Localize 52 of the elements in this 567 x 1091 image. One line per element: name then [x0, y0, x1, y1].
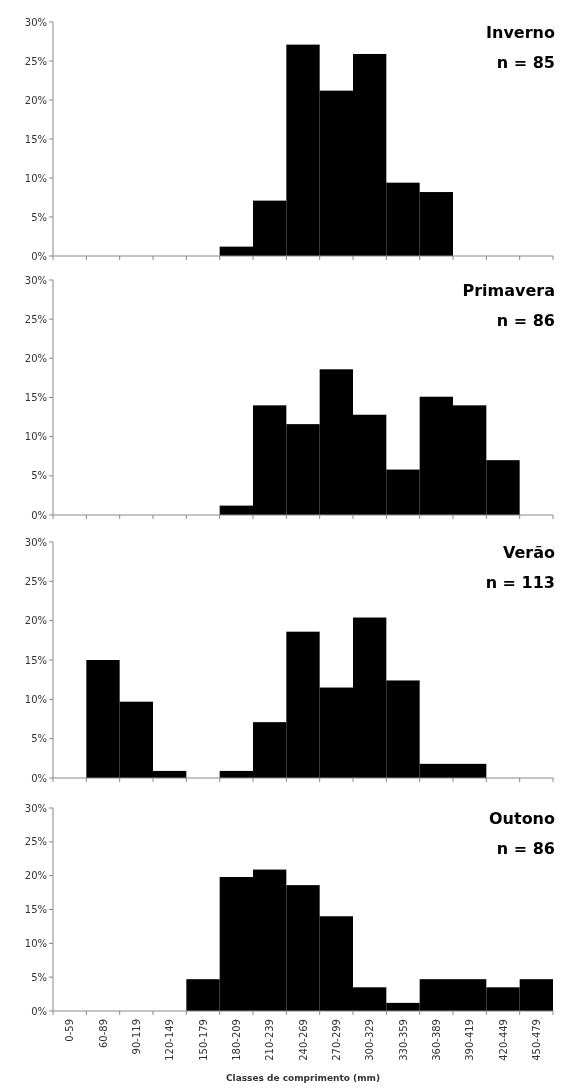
- x-tick-label: 90-119: [130, 1019, 142, 1055]
- y-tick-label: 10%: [24, 431, 47, 443]
- x-tick-label: 300-329: [364, 1019, 376, 1061]
- x-tick-label: 240-269: [297, 1019, 309, 1061]
- y-tick-label: 25%: [24, 55, 47, 67]
- y-tick-label: 25%: [24, 313, 47, 325]
- text: n = 86: [496, 839, 555, 858]
- text: n = 86: [496, 311, 555, 330]
- y-tick-label: 0%: [31, 1005, 47, 1017]
- chart-title: Verão: [502, 543, 555, 562]
- y-tick-label: 30%: [24, 16, 47, 28]
- chart-title: Outono: [488, 809, 556, 828]
- y-tick-label: 10%: [24, 937, 47, 949]
- chart-title: Inverno: [486, 23, 555, 42]
- x-tick-label: 450-479: [530, 1019, 542, 1061]
- y-tick-label: 5%: [31, 971, 47, 983]
- y-tick-label: 30%: [24, 802, 47, 814]
- y-tick-label: 5%: [31, 733, 47, 745]
- y-tick-label: 20%: [24, 94, 47, 106]
- y-tick-label: 30%: [24, 274, 47, 286]
- x-tick-label: 420-449: [497, 1019, 509, 1061]
- y-tick-label: 20%: [24, 615, 47, 627]
- text: n = 85: [496, 53, 555, 72]
- x-axis-title: Classes de comprimento (mm): [225, 1073, 381, 1083]
- x-tick-label: 360-389: [430, 1019, 442, 1061]
- x-tick-label: 330-359: [397, 1019, 409, 1061]
- y-tick-label: 10%: [24, 172, 47, 184]
- y-tick-label: 15%: [24, 904, 47, 915]
- x-tick-label: 390-419: [464, 1019, 476, 1061]
- y-tick-label: 20%: [24, 352, 47, 364]
- y-tick-label: 15%: [24, 392, 47, 403]
- text: n = 113: [485, 573, 555, 592]
- y-tick-label: 10%: [24, 693, 47, 705]
- y-tick-label: 15%: [24, 133, 47, 145]
- y-tick-label: 5%: [31, 211, 47, 223]
- x-tick-label: 120-149: [164, 1019, 176, 1061]
- x-tick-label: 150-179: [197, 1019, 209, 1061]
- y-tick-label: 0%: [31, 509, 47, 521]
- chart-title: Primavera: [462, 281, 555, 300]
- x-tick-label: 60-89: [97, 1019, 109, 1049]
- y-tick-label: 30%: [24, 536, 47, 548]
- y-tick-label: 25%: [24, 575, 47, 587]
- x-tick-label: 0-59: [64, 1019, 76, 1042]
- x-tick-label: 210-239: [264, 1019, 276, 1061]
- y-tick-label: 0%: [31, 772, 47, 784]
- y-tick-label: 25%: [24, 836, 47, 848]
- y-tick-label: 5%: [31, 470, 47, 482]
- y-tick-label: 15%: [24, 654, 47, 666]
- x-tick-label: 270-299: [330, 1019, 342, 1061]
- y-tick-label: 0%: [31, 250, 47, 262]
- x-tick-label: 180-209: [230, 1019, 242, 1061]
- y-tick-label: 20%: [24, 870, 47, 882]
